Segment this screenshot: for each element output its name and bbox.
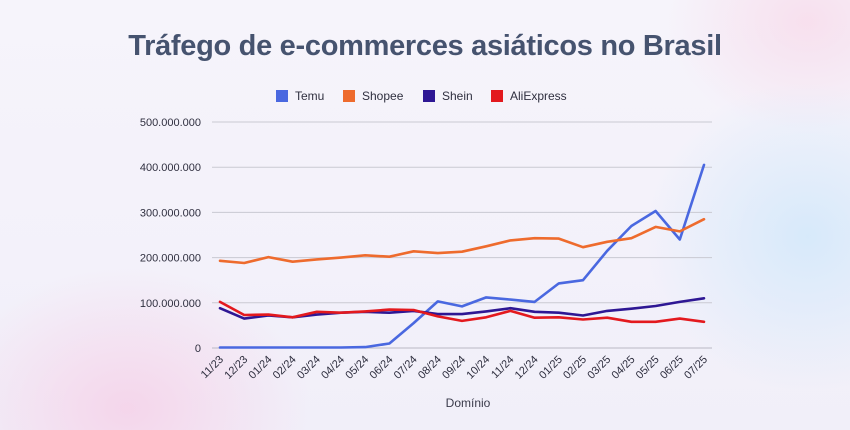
series-line-aliexpress bbox=[218, 300, 706, 324]
x-tick-label: 02/24 bbox=[271, 354, 299, 382]
x-tick-label: 03/24 bbox=[295, 354, 323, 382]
x-tick-label: 10/24 bbox=[464, 354, 492, 382]
legend-label-aliexpress: AliExpress bbox=[510, 89, 567, 103]
x-tick-label: 06/25 bbox=[658, 354, 686, 382]
x-tick-label: 06/24 bbox=[368, 354, 396, 382]
y-tick-label: 500.000.000 bbox=[140, 117, 201, 129]
x-tick-label: 11/23 bbox=[199, 354, 226, 381]
x-tick-label: 01/25 bbox=[537, 354, 565, 382]
x-tick-label: 12/24 bbox=[513, 354, 541, 382]
legend-swatch-temu bbox=[276, 90, 288, 102]
x-tick-label: 09/24 bbox=[440, 354, 468, 382]
y-tick-label: 200.000.000 bbox=[140, 253, 201, 265]
x-tick-label: 08/24 bbox=[416, 354, 444, 382]
chart-title: Tráfego de e-commerces asiáticos no Bras… bbox=[128, 30, 722, 62]
y-tick-label: 100.000.000 bbox=[140, 298, 201, 310]
series-line-shein bbox=[218, 296, 706, 320]
legend-label-shopee: Shopee bbox=[362, 89, 404, 103]
x-tick-label: 04/25 bbox=[610, 354, 638, 382]
x-tick-label: 01/24 bbox=[247, 354, 275, 382]
x-tick-label: 02/25 bbox=[561, 354, 589, 382]
y-tick-label: 0 bbox=[195, 343, 201, 355]
legend-swatch-shein bbox=[423, 90, 435, 102]
x-tick-label: 11/24 bbox=[489, 354, 516, 381]
series-line-temu bbox=[218, 163, 706, 349]
legend-label-shein: Shein bbox=[442, 89, 473, 103]
x-tick-label: 05/25 bbox=[634, 354, 662, 382]
series-line-shopee bbox=[218, 217, 706, 265]
y-tick-label: 300.000.000 bbox=[140, 207, 201, 219]
legend-swatch-aliexpress bbox=[491, 90, 503, 102]
y-tick-label: 400.000.000 bbox=[140, 162, 201, 174]
x-tick-label: 03/25 bbox=[585, 354, 613, 382]
x-tick-label: 07/24 bbox=[392, 354, 420, 382]
legend-label-temu: Temu bbox=[295, 89, 324, 103]
x-tick-label: 05/24 bbox=[343, 354, 371, 382]
x-tick-label: 12/23 bbox=[222, 354, 250, 382]
legend-swatch-shopee bbox=[343, 90, 355, 102]
x-axis-title: Domínio bbox=[446, 396, 491, 410]
x-tick-label: 04/24 bbox=[319, 354, 347, 382]
x-tick-label: 07/25 bbox=[682, 354, 710, 382]
